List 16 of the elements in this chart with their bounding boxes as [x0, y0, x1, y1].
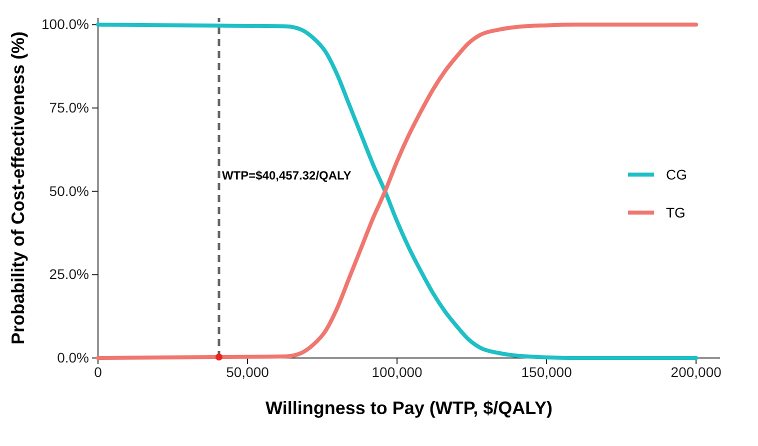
x-tick-label: 200,000: [670, 364, 722, 380]
x-axis-title: Willingness to Pay (WTP, $/QALY): [266, 398, 552, 418]
x-tick-label: 100,000: [372, 364, 423, 380]
y-tick-label: 75.0%: [49, 99, 89, 116]
y-tick-label: 25.0%: [49, 266, 89, 282]
y-tick-label: 0.0%: [57, 349, 89, 366]
legend-label: CG: [666, 166, 687, 183]
x-tick-label: 150,000: [521, 364, 572, 380]
ref-line-label: WTP=$40,457.32/QALY: [222, 168, 352, 182]
line-series: [96, 22, 698, 360]
y-tick-label: 50.0%: [49, 182, 89, 199]
legend-label: TG: [666, 204, 686, 221]
y-tick-label: 100.0%: [42, 16, 89, 32]
y-axis-title: Probability of Cost-effectiveness (%): [8, 31, 28, 345]
x-tick-label: 50,000: [226, 364, 270, 380]
x-tick-label: 0: [94, 364, 102, 380]
